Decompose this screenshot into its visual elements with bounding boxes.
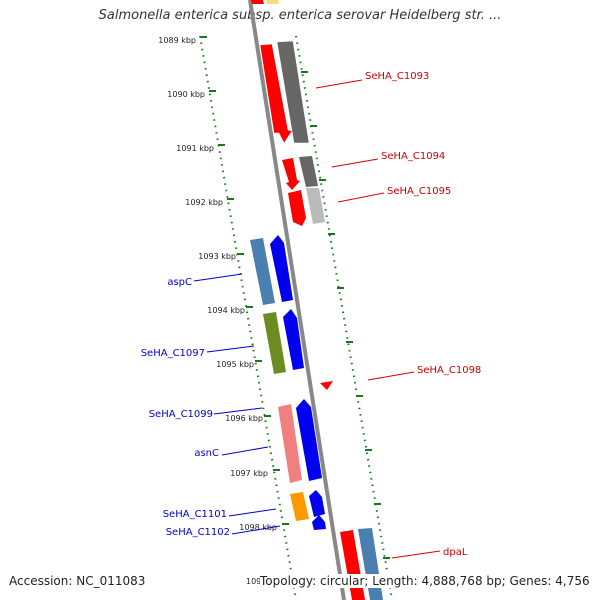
gene-label[interactable]: dpaL (443, 547, 468, 558)
gene-feature-sehac1095-homolog (306, 188, 325, 224)
kbp-label: 1090 kbp (167, 90, 205, 99)
leader-line (367, 371, 415, 381)
leader-line (331, 158, 379, 168)
gene-feature-sehac1094-homolog (299, 156, 318, 187)
kbp-label: 1093 kbp (198, 252, 236, 261)
gene-label[interactable]: SeHA_C1098 (417, 365, 481, 376)
cut-feature-yellow (266, 0, 279, 4)
leader-line (213, 407, 263, 415)
kbp-label: 1098 kbp (239, 523, 277, 532)
kbp-label: 1091 kbp (176, 144, 214, 153)
gene-feature-sehac1098[interactable] (320, 381, 333, 390)
gene-feature-sehac1093[interactable] (259, 43, 293, 144)
gene-feature-sehac1093-homolog (276, 40, 310, 144)
gene-feature-sehac1097[interactable] (283, 309, 304, 370)
gene-feature-sehac1101[interactable] (309, 490, 325, 517)
gene-feature-sehac1097-homolog (263, 312, 286, 374)
leader-line (206, 345, 255, 353)
kbp-label: 1097 kbp (230, 469, 268, 478)
leader-line (391, 550, 441, 559)
leader-line (228, 508, 277, 517)
gene-feature-aspc-homolog (250, 238, 275, 305)
kbp-label: 1094 kbp (207, 306, 245, 315)
gene-label[interactable]: SeHA_C1097 (141, 348, 205, 359)
kbp-label: 1089 kbp (158, 36, 196, 45)
gene-feature-sehac1099-homolog (278, 404, 302, 483)
gene-label[interactable]: SeHA_C1101 (163, 509, 227, 520)
gene-feature-aspc[interactable] (270, 235, 293, 302)
gene-feature-sehac1094[interactable] (282, 158, 300, 190)
map-title: Salmonella enterica subsp. enterica sero… (98, 8, 502, 23)
topology-text: Topology: circular; Length: 4,888,768 bp… (260, 574, 590, 588)
gene-label[interactable]: SeHA_C1094 (381, 151, 445, 162)
gene-label[interactable]: asnC (194, 448, 219, 459)
kbp-label: 109 (246, 577, 261, 586)
gene-feature-sehac1102[interactable] (312, 515, 326, 530)
ruler-left-dots (199, 35, 297, 600)
kbp-label: 1096 kbp (225, 414, 263, 423)
kbp-label: 1095 kbp (216, 360, 254, 369)
gene-label[interactable]: SeHA_C1102 (166, 527, 230, 538)
gene-label[interactable]: SeHA_C1099 (149, 409, 213, 420)
gene-label[interactable]: SeHA_C1093 (365, 71, 429, 82)
ruler-right-dots (295, 35, 393, 600)
gene-feature-sehac1101-homolog (290, 492, 309, 521)
leader-line (221, 446, 269, 456)
leader-line (193, 273, 243, 282)
gene-label[interactable]: aspC (167, 277, 192, 288)
gene-feature-sehac1095[interactable] (288, 190, 306, 226)
leader-line (315, 79, 363, 89)
gene-label[interactable]: SeHA_C1095 (387, 186, 451, 197)
cut-feature-red (251, 0, 264, 4)
accession-text: Accession: NC_011083 (9, 574, 146, 588)
kbp-label: 1092 kbp (185, 198, 223, 207)
leader-line (231, 525, 281, 535)
gene-feature-sehac1099[interactable] (296, 399, 322, 481)
backbone-line (248, 0, 346, 600)
leader-line (337, 192, 385, 203)
